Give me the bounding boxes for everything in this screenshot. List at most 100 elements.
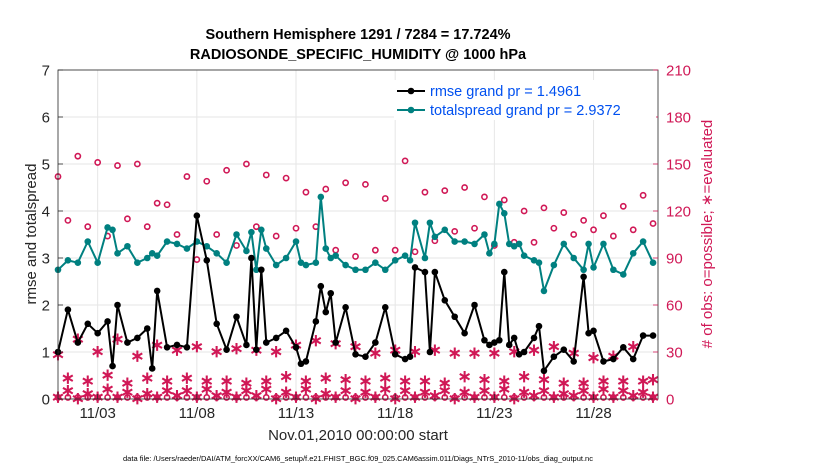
obs-evaluated-marker: ∗ [319, 384, 333, 403]
obs-evaluated-marker: ∗ [527, 340, 541, 359]
right-axis: 0 30 60 90 120 150 180 210 [653, 63, 691, 409]
obs-evaluated-marker: ∗ [150, 336, 164, 355]
obs-possible-marker [609, 232, 617, 240]
rmse-point [372, 339, 379, 346]
totalspread-point [163, 238, 171, 245]
rmse-point [258, 266, 265, 274]
obs-evaluated-marker: ∗ [120, 383, 134, 402]
totalspread-point [401, 252, 409, 259]
obs-evaluated-marker: ∗ [81, 372, 95, 391]
rmse-point [426, 348, 434, 356]
obs-evaluated-marker: ∗ [636, 383, 650, 402]
rmse-point [461, 329, 468, 337]
obs-evaluated-marker: ∗ [477, 370, 491, 389]
rmse-point [639, 332, 647, 339]
obs-evaluated-marker: ∗ [378, 369, 392, 388]
y-left-tick-label: 2 [42, 298, 50, 315]
obs-possible-marker [441, 187, 449, 195]
rmse-point [223, 346, 230, 353]
obs-possible-marker [173, 231, 181, 238]
obs-evaluated-marker: ∗ [368, 387, 382, 406]
rmse-point [148, 365, 156, 372]
rmse-point [312, 318, 320, 325]
totalspread-point [451, 238, 458, 245]
obs-evaluated-marker: ∗ [239, 381, 253, 400]
totalspread-point [411, 219, 419, 227]
obs-evaluated-marker: ∗ [537, 381, 551, 400]
obs-evaluated-marker: ∗ [259, 372, 273, 391]
totalspread-point [491, 240, 498, 248]
totalspread-point [600, 240, 607, 248]
obs-possible-marker [481, 193, 488, 201]
totalspread-point [441, 226, 449, 234]
obs-evaluated-marker: ∗ [368, 344, 382, 363]
rmse-point [302, 358, 310, 365]
rmse-point [570, 358, 578, 365]
obs-evaluated-marker: ∗ [61, 381, 75, 400]
obs-evaluated-marker: ∗ [348, 389, 362, 408]
obs-evaluated-marker: ∗ [150, 387, 164, 406]
obs-evaluated-marker: ∗ [378, 380, 392, 399]
totalspread-point [431, 233, 439, 241]
totalspread-point [496, 200, 503, 208]
obs-evaluated-marker: ∗ [477, 381, 491, 400]
obs-evaluated-marker: ∗ [259, 380, 273, 399]
totalspread-point [292, 238, 300, 245]
totalspread-point [619, 271, 627, 278]
rmse-point [292, 344, 300, 351]
obs-evaluated-marker: ∗ [398, 381, 412, 400]
totalspread-point [352, 266, 359, 274]
y-right-tick-label: 90 [666, 251, 683, 268]
totalspread-point [74, 259, 82, 267]
obs-evaluated-marker: ∗ [299, 380, 313, 399]
obs-evaluated-marker: ∗ [219, 372, 233, 391]
rmse-point [619, 344, 627, 351]
obs-possible-marker [223, 166, 230, 174]
rmse-point [173, 341, 181, 349]
obs-evaluated-marker: ∗ [606, 387, 620, 406]
obs-possible-marker [520, 207, 528, 215]
y-axis-right-label: # of obs: o=possible; ∗=evaluated [699, 120, 716, 349]
obs-possible-marker [322, 185, 330, 193]
rmse-point [520, 348, 528, 356]
rmse-point [153, 287, 161, 295]
obs-evaluated-marker: ∗ [557, 384, 571, 403]
obs-evaluated-marker: ∗ [200, 380, 214, 399]
obs-evaluated-marker: ∗ [110, 387, 124, 406]
rmse-point [84, 320, 92, 328]
rmse-point [406, 353, 414, 361]
obs-possible-marker [639, 191, 647, 199]
totalspread-point [312, 259, 320, 267]
obs-evaluated-marker: ∗ [71, 389, 85, 408]
obs-evaluated-marker: ∗ [557, 373, 571, 392]
rmse-point [74, 339, 82, 346]
rmse-point [515, 351, 523, 358]
series-layer [54, 193, 657, 375]
obs-possible-marker [461, 184, 469, 191]
obs-evaluated-marker: ∗ [279, 383, 293, 402]
obs-possible-marker [64, 216, 72, 224]
obs-evaluated-marker: ∗ [190, 337, 204, 356]
totalspread-point [426, 219, 434, 227]
obs-evaluated-marker: ∗ [319, 369, 333, 388]
totalspread-point [560, 240, 568, 248]
rmse-point [317, 282, 325, 290]
rmse-point [391, 351, 399, 358]
rmse-point [124, 339, 131, 346]
obs-possible-marker [124, 215, 131, 223]
obs-evaluated-marker: ∗ [130, 347, 144, 366]
totalspread-point [500, 210, 508, 217]
totalspread-point [540, 287, 548, 295]
obs-evaluated-marker: ∗ [329, 387, 343, 406]
totalspread-point [223, 259, 230, 267]
obs-evaluated-marker: ∗ [180, 381, 194, 400]
totalspread-point [461, 238, 468, 245]
totalspread-point [262, 245, 270, 252]
obs-evaluated-marker: ∗ [100, 380, 114, 399]
totalspread-point [381, 266, 389, 274]
obs-possible-marker [421, 188, 429, 196]
totalspread-point [134, 259, 141, 267]
obs-evaluated-marker: ∗ [467, 344, 481, 363]
obs-possible-marker [362, 180, 369, 188]
totalspread-point [481, 231, 488, 238]
